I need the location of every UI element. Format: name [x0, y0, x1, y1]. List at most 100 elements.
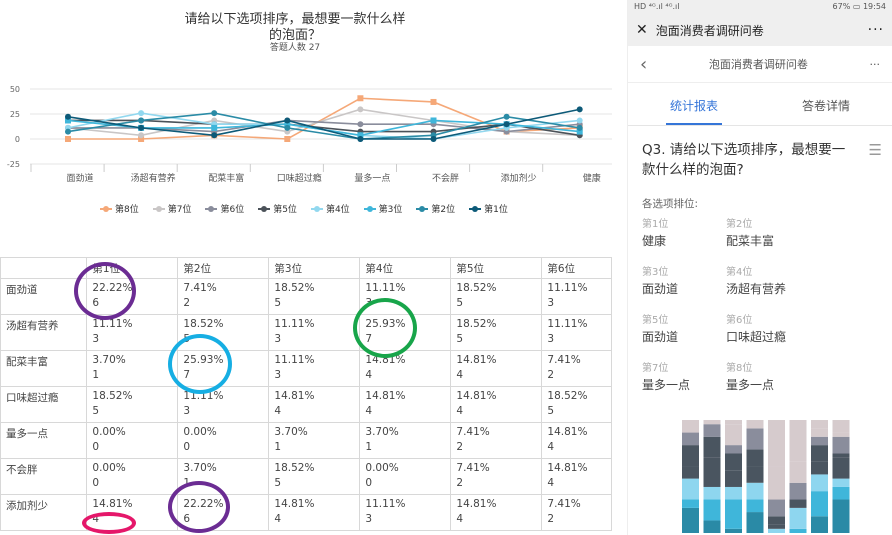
stack-segment [832, 436, 850, 454]
x-tick-label: 面劲道 [66, 172, 93, 184]
cell-count: 4 [456, 513, 464, 525]
annotation-circle [168, 334, 232, 394]
data-point [430, 136, 437, 142]
data-point [576, 128, 583, 135]
question-block: Q3. 请给以下选项排序，最想要一款什么样的泡面? ☰ [642, 140, 882, 180]
table-cell: 14.81% 4 [450, 386, 543, 423]
stack-segment [682, 445, 699, 467]
legend-item[interactable]: 第7位 [152, 202, 191, 215]
row-label: 不会胖 [0, 458, 88, 495]
cell-percent: 18.52% [274, 282, 315, 294]
x-tick-label: 添加剂少 [501, 172, 537, 184]
row-label: 汤超有营养 [0, 314, 88, 351]
stack-segment [703, 436, 721, 458]
legend-item[interactable]: 第1位 [469, 202, 508, 215]
table-row: 量多一点 0.00% 0 0.00% 0 3.70% 1 3.70% 1 7.41% 2 14.81%… [0, 422, 612, 459]
table-cell: 18.52% 5 [268, 278, 361, 315]
legend-label: 第3位 [378, 205, 403, 215]
stack-segment [682, 420, 699, 433]
nav-bar: ‹ 泡面消费者调研问卷 ··· [628, 46, 892, 83]
table-cell: 7.41% 2 [450, 458, 543, 495]
menu-icon[interactable]: ☰ [868, 141, 882, 159]
stack-segment [811, 516, 828, 533]
cell-count: 5 [547, 405, 555, 417]
table-cell: 0.00% 0 [86, 458, 179, 495]
cell-percent: 7.41% [547, 498, 581, 510]
cell-count: 5 [456, 297, 464, 309]
legend-swatch [310, 205, 323, 212]
stack-segment [832, 432, 850, 437]
legend-item[interactable]: 第8位 [100, 202, 139, 215]
rank-option: 量多一点 [726, 378, 775, 392]
chart-subtitle: 答题人数 27 [269, 43, 321, 53]
data-point [65, 117, 71, 124]
stack-segment [768, 466, 785, 500]
table-cell: 18.52% 5 [450, 314, 543, 351]
legend-swatch [416, 205, 429, 212]
stack-segment [703, 520, 721, 533]
stack-segment [832, 499, 850, 533]
legend-label: 第5位 [273, 205, 297, 215]
table-row: 汤超有营养 11.11% 3 18.52% 5 11.11% 3 25.93% 7 18.52% 5… [0, 314, 612, 351]
data-point [357, 121, 364, 128]
cell-percent: 11.11% [92, 318, 133, 330]
legend-label: 第8位 [115, 205, 139, 215]
rank-list: 第1位 健康 第2位 配菜丰富 第3位 面劲道 第4位 汤超有营养 第5位 面劲道 第6位 口味超过瘾… [642, 215, 892, 393]
data-point [430, 98, 437, 105]
tab-answer-details[interactable]: 答卷详情 [801, 99, 850, 113]
table-cell: 11.11% 3 [541, 278, 612, 315]
data-point [138, 117, 145, 124]
cell-percent: 11.11% [274, 318, 315, 330]
stack-segment [725, 424, 742, 446]
cell-percent: 14.81% [456, 354, 497, 366]
cell-percent: 11.11% [547, 318, 588, 330]
x-tick-label: 健康 [583, 172, 601, 184]
cell-count: 2 [456, 441, 464, 453]
more-icon[interactable]: ··· [869, 57, 881, 71]
legend-item[interactable]: 第5位 [258, 202, 297, 215]
table-cell: 3.70% 1 [359, 422, 452, 459]
row-label: 配菜丰富 [0, 350, 88, 387]
question-title: Q3. 请给以下选项排序，最想要一款什么样的泡面? [642, 142, 846, 178]
cell-percent: 7.41% [456, 426, 490, 438]
rank-position: 第1位 [642, 219, 669, 230]
signal-indicators: HD ⁴ᴳ.ıl ⁴ᴳ.ıl [634, 2, 680, 11]
data-point [576, 117, 583, 124]
legend-item[interactable]: 第2位 [416, 202, 455, 215]
y-tick-label: 50 [10, 85, 20, 94]
cell-count: 1 [92, 369, 100, 381]
more-icon[interactable]: ··· [867, 22, 884, 38]
rank-position: 第2位 [726, 219, 753, 230]
legend-label: 第4位 [325, 205, 350, 215]
table-cell: 11.11% 3 [541, 314, 612, 351]
back-icon[interactable]: ‹ [640, 53, 648, 75]
tab-statistics[interactable]: 统计报表 [628, 83, 760, 125]
cell-percent: 18.52% [92, 390, 133, 402]
cell-count: 1 [365, 441, 373, 453]
cell-percent: 14.81% [547, 462, 588, 474]
table-cell: 14.81% 4 [450, 350, 543, 387]
data-point [65, 128, 71, 135]
stack-segment [768, 499, 785, 517]
data-point [284, 136, 291, 142]
table-cell: 18.52% 5 [268, 458, 361, 495]
annotation-circle [74, 262, 136, 320]
legend-item[interactable]: 第6位 [205, 202, 244, 215]
y-tick-label: 25 [10, 110, 20, 119]
legend-item[interactable]: 第3位 [363, 202, 403, 215]
stack-segment [682, 478, 699, 500]
data-point [357, 132, 364, 139]
legend-item[interactable]: 第4位 [310, 202, 350, 215]
close-icon[interactable]: ✕ [636, 22, 648, 38]
cell-percent: 14.81% [274, 498, 315, 510]
rank-option: 面劲道 [642, 330, 679, 344]
status-bar: HD ⁴ᴳ.ıl ⁴ᴳ.ıl 67% ▭ 19:54 [628, 0, 892, 14]
rank-position: 第4位 [726, 267, 753, 278]
rank-label: 各选项排位: [642, 198, 699, 210]
cell-count: 5 [274, 297, 282, 309]
table-cell: 0.00% 0 [177, 422, 270, 459]
cell-count: 4 [547, 477, 555, 489]
cell-count: 4 [274, 513, 282, 525]
data-point [284, 117, 291, 124]
cell-percent: 3.70% [92, 354, 126, 366]
